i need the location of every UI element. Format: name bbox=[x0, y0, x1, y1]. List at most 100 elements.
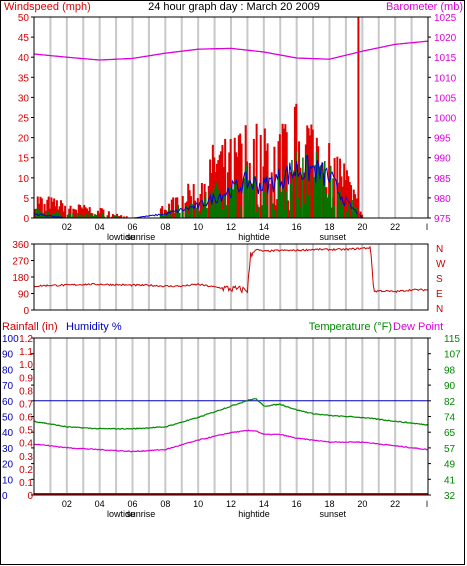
wind-green-bar bbox=[255, 211, 258, 218]
wind-speed-bar bbox=[57, 209, 60, 218]
wind-speed-bar bbox=[81, 208, 84, 218]
wind-speed-bar bbox=[40, 198, 43, 218]
wind-speed-bar bbox=[53, 198, 56, 218]
x-tick-label: 18 bbox=[324, 222, 334, 232]
wind-green-bar bbox=[169, 214, 171, 218]
wind-green-bar bbox=[273, 209, 275, 218]
humidity-tick-label: 10 bbox=[2, 475, 14, 486]
wind-green-bar bbox=[359, 216, 362, 218]
wind-green-bar bbox=[339, 188, 341, 218]
direction-tick-label: 360 bbox=[12, 240, 29, 251]
wind-tick-label: 25 bbox=[18, 114, 30, 125]
wind-green-bar bbox=[243, 178, 245, 218]
wind-green-bar bbox=[38, 210, 40, 218]
temperature-tick-label: 65 bbox=[444, 428, 456, 439]
wind-speed-bar bbox=[343, 163, 346, 218]
x-tick-label: 06 bbox=[127, 499, 137, 509]
wind-green-bar bbox=[218, 198, 221, 218]
wind-green-bar bbox=[298, 197, 300, 218]
wind-green-bar bbox=[85, 213, 88, 218]
rainfall-tick-label: 0 bbox=[27, 491, 33, 502]
wind-green-bar bbox=[213, 186, 215, 218]
wind-speed-bar bbox=[322, 173, 325, 218]
wind-green-bar bbox=[239, 206, 241, 218]
wind-green-bar bbox=[226, 204, 229, 218]
wind-green-bar bbox=[203, 198, 206, 218]
wind-green-bar bbox=[192, 214, 195, 218]
rainfall-tick-label: 0.2 bbox=[19, 465, 33, 476]
wind-speed-bar bbox=[221, 144, 224, 218]
rainfall-tick-label: 0.4 bbox=[19, 439, 33, 450]
x-tick-label: 04 bbox=[95, 222, 105, 232]
humidity-tick-label: 20 bbox=[2, 460, 14, 471]
wind-green-bar bbox=[352, 208, 355, 218]
tide-sun-annotation: sunset bbox=[320, 232, 347, 242]
wind-green-bar bbox=[263, 192, 266, 218]
wind-green-bar bbox=[69, 214, 72, 218]
wind-green-bar bbox=[170, 209, 173, 218]
wind-speed-bar bbox=[187, 183, 190, 218]
wind-green-bar bbox=[272, 203, 274, 218]
wind-green-bar bbox=[94, 213, 96, 218]
wind-green-bar bbox=[307, 194, 310, 218]
wind-green-bar bbox=[116, 216, 118, 218]
wind-green-bar bbox=[285, 192, 288, 218]
rainfall-tick-label: 1.0 bbox=[19, 360, 33, 371]
wind-speed-bar bbox=[263, 128, 266, 218]
x-tick-label: 02 bbox=[62, 222, 72, 232]
rainfall-tick-label: 0.1 bbox=[19, 478, 33, 489]
wind-tick-label: 30 bbox=[18, 93, 30, 104]
wind-speed-bar bbox=[80, 207, 83, 218]
wind-speed-bar bbox=[237, 135, 240, 218]
wind-green-bar bbox=[81, 216, 84, 218]
wind-speed-bar bbox=[39, 196, 42, 218]
rainfall-tick-label: 1.2 bbox=[19, 334, 33, 345]
temperature-tick-label: 41 bbox=[444, 475, 456, 486]
wind-green-bar bbox=[296, 164, 299, 218]
wind-speed-bar bbox=[111, 214, 114, 218]
wind-speed-bar bbox=[50, 197, 53, 218]
temperature-tick-label: 98 bbox=[444, 365, 456, 376]
wind-green-bar bbox=[91, 216, 93, 218]
tide-sun-annotation: sunset bbox=[320, 509, 347, 519]
compass-label: W bbox=[436, 259, 446, 270]
wind-green-bar bbox=[113, 215, 115, 218]
wind-green-bar bbox=[92, 216, 95, 218]
wind-green-bar bbox=[251, 183, 254, 218]
wind-green-bar bbox=[319, 165, 322, 218]
wind-speed-bar bbox=[354, 194, 357, 218]
wind-speed-bar bbox=[292, 174, 295, 218]
wind-speed-bar bbox=[233, 137, 236, 218]
wind-green-bar bbox=[68, 213, 70, 218]
wind-green-bar bbox=[114, 215, 117, 218]
wind-green-bar bbox=[102, 213, 104, 218]
direction-tick-label: 180 bbox=[12, 273, 29, 284]
wind-green-bar bbox=[185, 205, 188, 218]
x-tick-label: l bbox=[426, 222, 428, 232]
wind-speed-bar bbox=[43, 204, 46, 218]
temperature-tick-label: 32 bbox=[444, 491, 456, 502]
wind-green-bar bbox=[244, 168, 247, 218]
wind-speed-bar bbox=[66, 214, 69, 218]
wind-speed-bar bbox=[348, 182, 351, 218]
wind-green-bar bbox=[308, 175, 311, 218]
temperature-tick-label: 107 bbox=[444, 350, 461, 361]
wind-tick-label: 35 bbox=[18, 73, 30, 84]
compass-label: S bbox=[436, 274, 443, 285]
wind-speed-bar bbox=[303, 172, 306, 218]
wind-speed-bar bbox=[181, 196, 184, 218]
temperature-tick-label: 82 bbox=[444, 397, 456, 408]
tide-sun-annotation: hightide bbox=[238, 232, 270, 242]
wind-speed-bar bbox=[269, 183, 272, 218]
wind-green-bar bbox=[202, 209, 204, 218]
humidity-tick-label: 30 bbox=[2, 444, 14, 455]
x-tick-label: 16 bbox=[292, 222, 302, 232]
wind-speed-bar bbox=[46, 199, 49, 218]
wind-green-bar bbox=[200, 203, 203, 218]
x-tick-label: 12 bbox=[226, 222, 236, 232]
wind-speed-bar bbox=[62, 211, 65, 218]
wind-speed-bar bbox=[54, 206, 57, 218]
wind-green-bar bbox=[195, 207, 197, 218]
wind-speed-bar bbox=[222, 167, 225, 218]
